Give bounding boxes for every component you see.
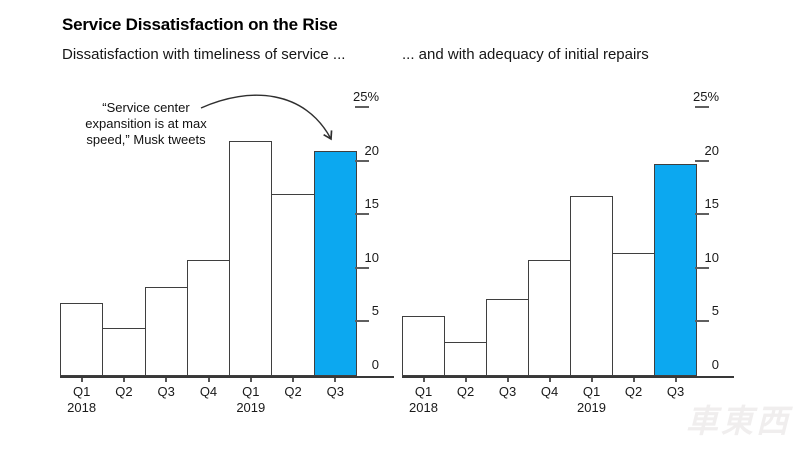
y-axis-tick-dash [695,159,709,162]
bar-q1-0 [60,303,104,376]
left-chart-subtitle: Dissatisfaction with timeliness of servi… [62,46,346,63]
y-axis-label: 0 [371,357,379,372]
y-axis-label: 10 [364,249,379,265]
bar-q3-2 [144,287,188,376]
x-axis-year-label: 2019 [236,400,266,415]
x-axis-label: Q1 [72,384,91,399]
x-axis-label: Q2 [456,384,475,399]
y-axis-tick-dash [355,266,369,269]
page-title: Service Dissatisfaction on the Rise [62,15,338,34]
annotation-line-2: expansition is at max [85,116,207,131]
x-axis-line [60,376,394,378]
bar-q3-2 [486,298,529,376]
annotation-line-1: “Service center [102,100,190,115]
x-axis-tick [334,378,337,382]
x-axis-tick [548,378,551,382]
x-axis-tick [464,378,467,382]
x-axis-label: Q4 [540,384,559,399]
x-axis-tick [422,378,425,382]
x-axis-year-label: 2018 [67,400,97,415]
x-axis-tick [632,378,635,382]
bar-q4-3 [528,260,571,376]
x-axis-tick [249,378,252,382]
y-axis-label: 20 [364,142,379,158]
bar-q1-4 [570,195,613,376]
right-bar-chart: Q1 Q2 Q3 Q4 Q1 Q2 Q3 2018 2019 25% 20 15 10 5 0 [402,89,734,415]
x-axis-line [402,376,734,378]
y-axis-label: 10 [704,249,719,265]
x-axis-tick [80,378,83,382]
x-axis-label: Q3 [498,384,517,399]
x-axis-tick [590,378,593,382]
x-axis-label: Q1 [582,384,601,399]
x-axis-label: Q1 [242,384,260,399]
x-axis-year-label: 2018 [409,400,438,415]
bar-q3-6 [313,150,357,376]
y-axis-tick-dash [695,106,709,108]
y-axis-label: 15 [704,196,719,212]
bar-q4-3 [186,260,231,376]
x-axis-label: Q2 [284,384,302,399]
bar-q2-5 [612,252,655,376]
y-axis-tick-dash [695,266,709,269]
y-axis-tick-dash [355,159,369,162]
y-axis-label: 15 [364,196,379,212]
y-axis-label: 20 [704,142,719,158]
x-axis-tick [506,378,509,382]
y-axis-label: 25% [693,89,720,104]
y-axis-tick-dash [355,213,369,216]
watermark: 車東西 [686,403,792,439]
bar-q3-6 [654,163,697,376]
x-axis-tick [292,378,295,382]
x-axis-label: Q3 [666,384,685,399]
x-axis-label: Q3 [157,384,175,399]
x-axis-tick [207,378,210,382]
bar-q1-4 [229,141,273,376]
x-axis-tick [165,378,168,382]
bar-q2-5 [271,193,315,376]
y-axis-tick-dash [695,213,709,216]
y-axis-tick-dash [355,106,369,108]
annotation-text: “Service center expansition is at max sp… [76,100,216,148]
bar-q1-0 [402,315,445,376]
y-axis-label: 25% [353,89,380,104]
right-chart-subtitle: ... and with adequacy of initial repairs [402,46,649,63]
x-axis-label: Q2 [115,384,133,399]
bar-q2-1 [444,341,487,376]
x-axis-label: Q4 [199,384,218,399]
y-axis-tick-dash [355,320,369,323]
annotation-line-3: speed,” Musk tweets [86,132,206,147]
x-axis-label: Q1 [414,384,433,399]
bar-q2-1 [102,327,146,376]
y-axis-label: 0 [711,357,719,372]
left-bar-chart: Q1 Q2 Q3 Q4 Q1 Q2 Q3 2018 2019 25% 20 15 10 5 0 [60,89,394,415]
x-axis-tick [122,378,125,382]
y-axis-tick-dash [695,320,709,323]
x-axis-label: Q2 [624,384,643,399]
y-axis-label: 5 [711,303,719,319]
x-axis-year-label: 2019 [577,400,606,415]
x-axis-label: Q3 [326,384,345,399]
y-axis-label: 5 [371,303,379,319]
x-axis-tick [674,378,677,382]
